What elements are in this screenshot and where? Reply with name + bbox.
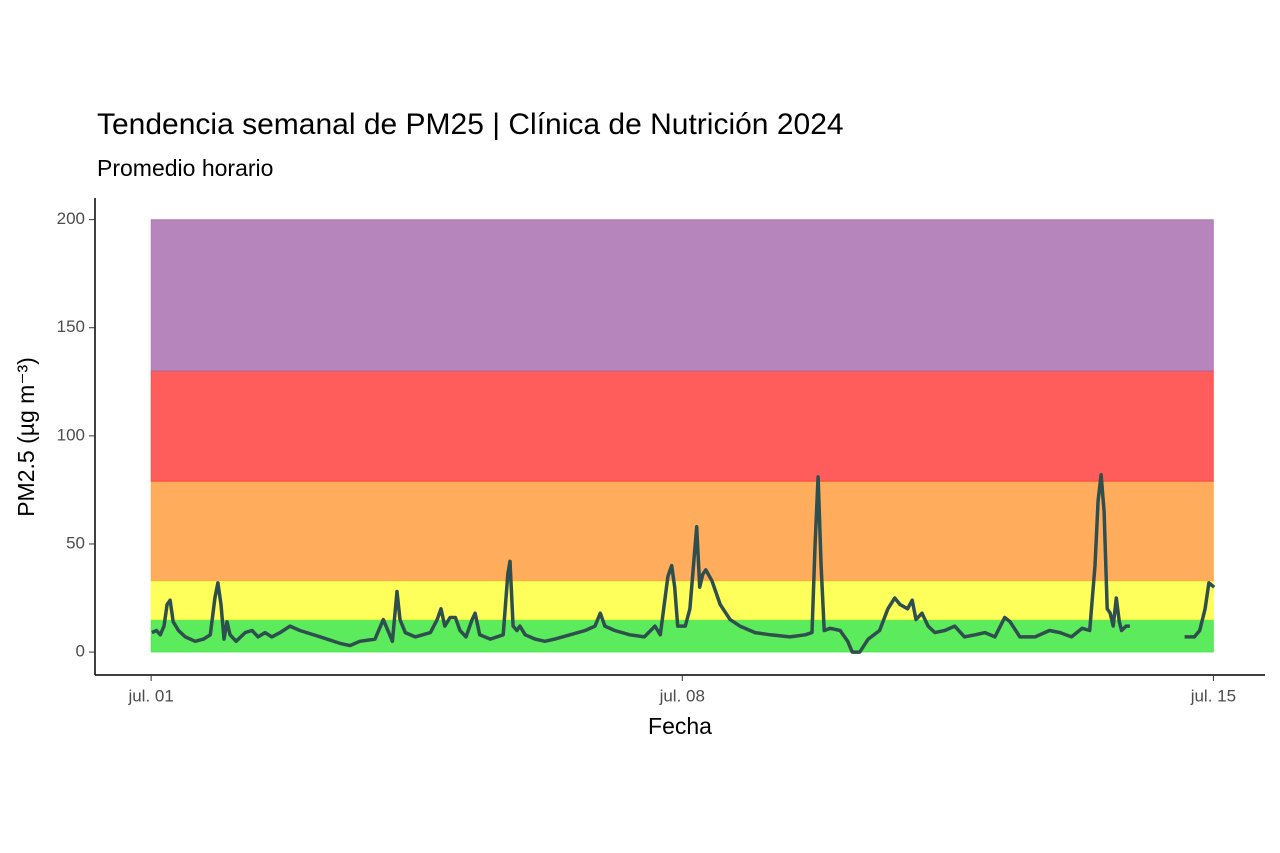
y-axis-label: PM2.5 (µg m⁻³) — [13, 357, 39, 517]
x-tick-label: jul. 15 — [1190, 686, 1236, 705]
chart-subtitle: Promedio horario — [97, 155, 273, 181]
x-tick-label: jul. 01 — [127, 686, 173, 705]
x-tick-label: jul. 08 — [659, 686, 705, 705]
band — [150, 580, 1214, 621]
y-tick-label: 100 — [57, 425, 85, 444]
y-tick-label: 0 — [76, 642, 85, 661]
y-tick-label: 50 — [66, 533, 85, 552]
y-tick-label: 200 — [57, 209, 85, 228]
y-tick-label: 150 — [57, 317, 85, 336]
pm25-line — [151, 473, 1216, 654]
x-axis-label: Fecha — [648, 713, 712, 739]
chart-title: Tendencia semanal de PM25 | Clínica de N… — [97, 108, 844, 141]
band — [150, 219, 1214, 372]
bands — [150, 219, 1214, 653]
band — [150, 370, 1214, 482]
marks — [151, 473, 1216, 654]
band — [150, 480, 1214, 582]
